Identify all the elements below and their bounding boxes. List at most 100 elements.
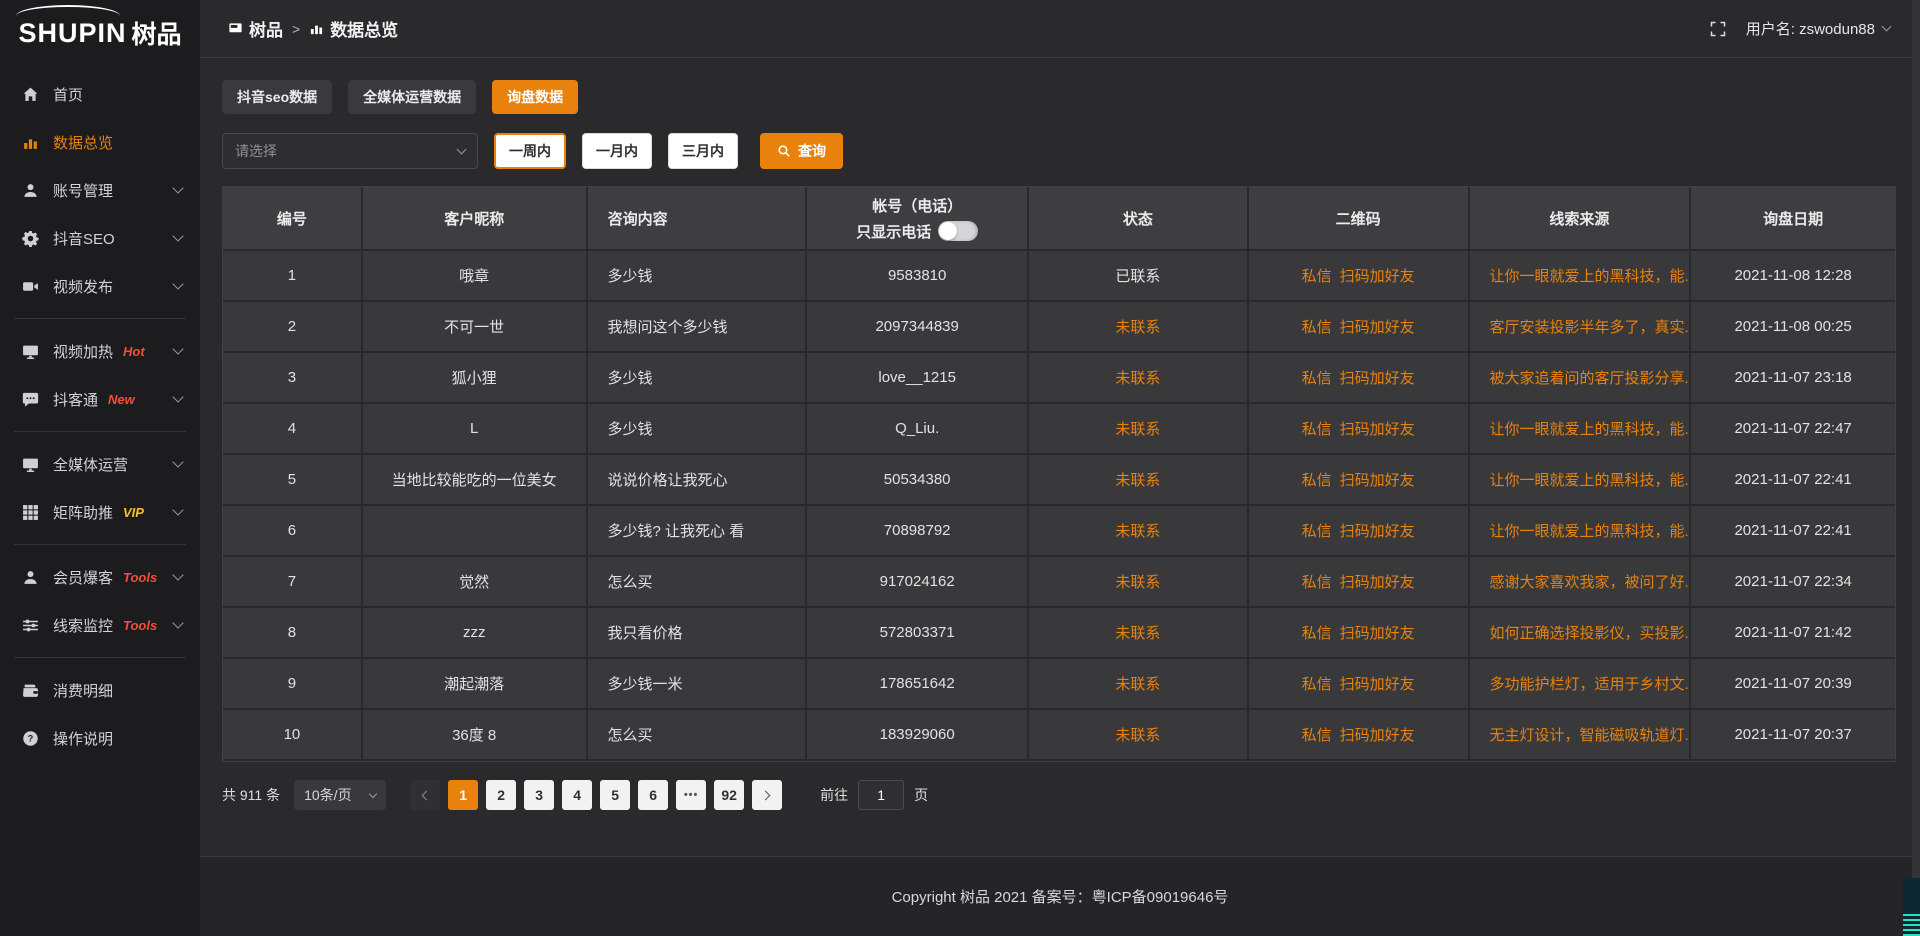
page-button-3[interactable]: 3 [524, 780, 555, 810]
monitor-icon [23, 458, 38, 472]
gear-icon [22, 230, 39, 247]
video-icon [23, 281, 38, 291]
lead-source-link[interactable]: 让你一眼就爱上的黑科技，能... [1489, 268, 1692, 285]
sidebar-item-badge: Tools [123, 617, 158, 633]
page-footer: Copyright 树品 2021 备案号：粤ICP备09019646号 [200, 856, 1920, 936]
prev-page-button[interactable] [410, 780, 441, 810]
lead-source-link[interactable]: 感谢大家喜欢我家，被问了好... [1489, 574, 1692, 591]
scan-add-friend-link[interactable]: 扫码加好友 [1339, 268, 1415, 285]
cell-qrcode: 私信 扫码加好友 [1248, 506, 1470, 557]
cell-source: 无主灯设计，智能磁吸轨道灯... [1469, 710, 1692, 761]
status-badge: 未联系 [1115, 676, 1161, 693]
scrollbar[interactable] [1912, 0, 1920, 936]
chevron-down-icon [172, 504, 184, 516]
page-button-2[interactable]: 2 [486, 780, 517, 810]
sidebar-item-消费明细[interactable]: 消费明细 [0, 666, 200, 714]
cell-date: 2021-11-07 20:37 [1691, 710, 1895, 761]
page-size-select[interactable]: 10条/页 [294, 780, 387, 810]
cell-qrcode: 私信 扫码加好友 [1248, 659, 1470, 710]
tab-全媒体运营数据[interactable]: 全媒体运营数据 [348, 80, 477, 114]
scan-add-friend-link[interactable]: 扫码加好友 [1339, 676, 1415, 693]
tab-抖音seo数据[interactable]: 抖音seo数据 [222, 80, 333, 114]
status-badge: 已联系 [1115, 268, 1161, 285]
cell-index: 6 [223, 506, 363, 557]
sidebar-item-label: 首页 [53, 86, 84, 104]
lead-source-link[interactable]: 无主灯设计，智能磁吸轨道灯... [1489, 727, 1692, 744]
next-page-button[interactable] [752, 780, 783, 810]
main-content: 抖音seo数据 全媒体运营数据 询盘数据 请选择 一周内 一月内 三月内 查询 编号 客… [200, 58, 1920, 936]
scan-add-friend-link[interactable]: 扫码加好友 [1339, 625, 1415, 642]
cell-date: 2021-11-07 21:42 [1691, 608, 1895, 659]
chevron-down-icon [172, 391, 184, 403]
scan-add-friend-link[interactable]: 扫码加好友 [1339, 421, 1415, 438]
scan-add-friend-link[interactable]: 扫码加好友 [1339, 523, 1415, 540]
page-button-4[interactable]: 4 [562, 780, 593, 810]
table-body: 1 哦章 多少钱 9583810 已联系 私信 扫码加好友 让你一眼就爱上的黑科… [223, 251, 1895, 761]
corner-widget[interactable] [1903, 878, 1920, 936]
table-row: 6 多少钱? 让我死心 看 70898792 未联系 私信 扫码加好友 让你一眼… [223, 506, 1895, 557]
scan-add-friend-link[interactable]: 扫码加好友 [1339, 370, 1415, 387]
page-ellipsis-button[interactable]: ••• [676, 780, 707, 810]
sidebar-item-抖客通[interactable]: 抖客通 New [0, 375, 200, 423]
private-message-link[interactable]: 私信 [1301, 625, 1332, 642]
tab-询盘数据[interactable]: 询盘数据 [492, 80, 579, 114]
phone-only-toggle[interactable] [938, 221, 979, 241]
cell-index: 8 [223, 608, 363, 659]
cell-source: 被大家追着问的客厅投影分享... [1469, 353, 1692, 404]
sidebar-item-首页[interactable]: 首页 [0, 70, 200, 118]
page-button-92[interactable]: 92 [714, 780, 745, 810]
page-button-5[interactable]: 5 [600, 780, 631, 810]
fullscreen-button[interactable] [1710, 21, 1726, 37]
page-button-6[interactable]: 6 [638, 780, 669, 810]
private-message-link[interactable]: 私信 [1301, 727, 1332, 744]
grid-icon [23, 504, 38, 520]
sidebar-item-视频加热[interactable]: 视频加热 Hot [0, 327, 200, 375]
sidebar-item-操作说明[interactable]: ? 操作说明 [0, 714, 200, 762]
sidebar-item-线索监控[interactable]: 线索监控 Tools [0, 601, 200, 649]
private-message-link[interactable]: 私信 [1301, 370, 1332, 387]
col-header-source: 线索来源 [1469, 187, 1692, 251]
period-button-三月内[interactable]: 三月内 [668, 133, 738, 169]
sidebar-item-账号管理[interactable]: 账号管理 [0, 166, 200, 214]
scan-add-friend-link[interactable]: 扫码加好友 [1339, 574, 1415, 591]
period-button-一月内[interactable]: 一月内 [582, 133, 652, 169]
page-button-1[interactable]: 1 [448, 780, 479, 810]
lead-source-link[interactable]: 让你一眼就爱上的黑科技，能... [1489, 523, 1692, 540]
lead-source-link[interactable]: 多功能护栏灯，适用于乡村文... [1489, 676, 1692, 693]
search-button[interactable]: 查询 [760, 133, 843, 169]
sidebar-item-会员爆客[interactable]: 会员爆客 Tools [0, 553, 200, 601]
sidebar-item-视频发布[interactable]: 视频发布 [0, 262, 200, 310]
period-button-一周内[interactable]: 一周内 [494, 133, 566, 169]
private-message-link[interactable]: 私信 [1301, 472, 1332, 489]
table-row: 2 不可一世 我想问这个多少钱 2097344839 未联系 私信 扫码加好友 … [223, 302, 1895, 353]
cell-nickname: 潮起潮落 [362, 659, 588, 710]
private-message-link[interactable]: 私信 [1301, 268, 1332, 285]
sidebar-item-全媒体运营[interactable]: 全媒体运营 [0, 440, 200, 488]
sidebar-item-抖音SEO[interactable]: 抖音SEO [0, 214, 200, 262]
lead-source-link[interactable]: 客厅安装投影半年多了，真实... [1489, 319, 1692, 336]
private-message-link[interactable]: 私信 [1301, 319, 1332, 336]
goto-page-input[interactable] [858, 780, 905, 810]
scan-add-friend-link[interactable]: 扫码加好友 [1339, 472, 1415, 489]
cell-nickname: 当地比较能吃的一位美女 [362, 455, 588, 506]
user-menu[interactable]: 用户名: zswodun88 [1746, 18, 1892, 39]
sidebar-item-数据总览[interactable]: 数据总览 [0, 118, 200, 166]
lead-source-link[interactable]: 被大家追着问的客厅投影分享... [1489, 370, 1692, 387]
lead-source-link[interactable]: 让你一眼就爱上的黑科技，能... [1489, 421, 1692, 438]
cell-status: 未联系 [1029, 455, 1249, 506]
scan-add-friend-link[interactable]: 扫码加好友 [1339, 319, 1415, 336]
sidebar-item-badge: New [108, 391, 135, 407]
private-message-link[interactable]: 私信 [1301, 523, 1332, 540]
chevron-down-icon [172, 617, 184, 629]
lead-source-link[interactable]: 让你一眼就爱上的黑科技，能... [1489, 472, 1692, 489]
sidebar-item-矩阵助推[interactable]: 矩阵助推 VIP [0, 488, 200, 536]
filter-select[interactable]: 请选择 [222, 133, 478, 169]
private-message-link[interactable]: 私信 [1301, 676, 1332, 693]
breadcrumb-app[interactable]: 树品 [228, 16, 283, 41]
private-message-link[interactable]: 私信 [1301, 574, 1332, 591]
private-message-link[interactable]: 私信 [1301, 421, 1332, 438]
table-row: 7 觉然 怎么买 917024162 未联系 私信 扫码加好友 感谢大家喜欢我家… [223, 557, 1895, 608]
lead-source-link[interactable]: 如何正确选择投影仪，买投影... [1489, 625, 1692, 642]
scan-add-friend-link[interactable]: 扫码加好友 [1339, 727, 1415, 744]
cell-status: 未联系 [1029, 302, 1249, 353]
